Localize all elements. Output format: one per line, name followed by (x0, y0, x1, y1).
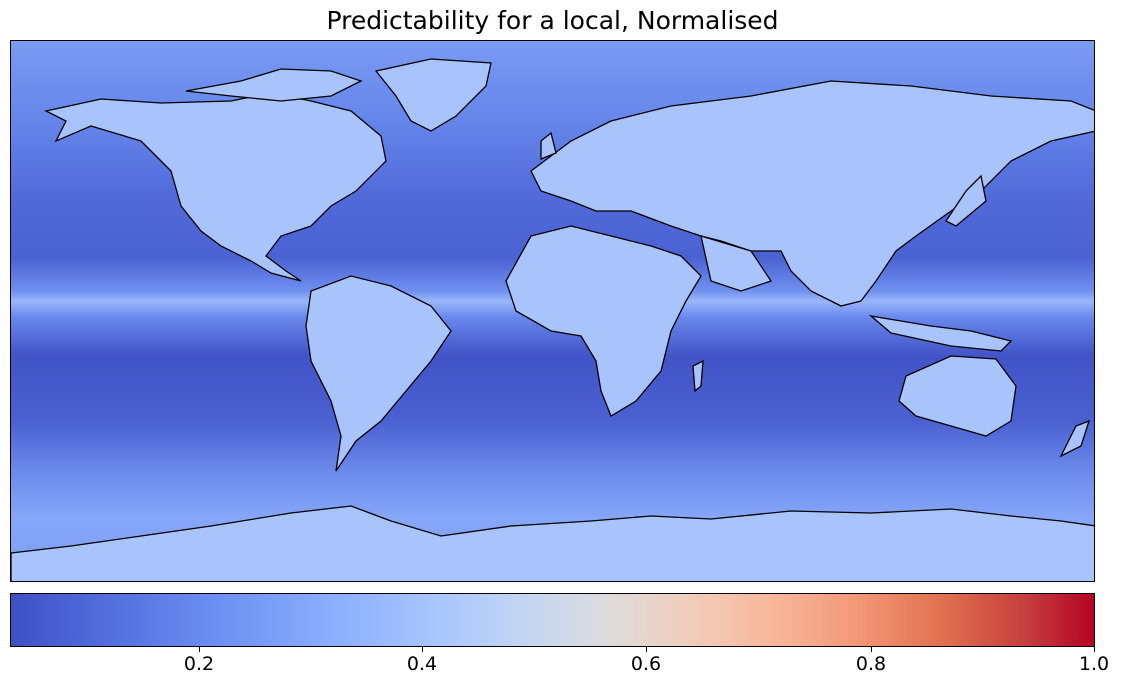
colorbar (10, 593, 1095, 647)
colorbar-tick-mark (1094, 647, 1095, 652)
colorbar-tick-label: 1.0 (1078, 653, 1110, 675)
colorbar-tick-mark (199, 647, 200, 652)
coastlines (11, 58, 1094, 581)
colorbar-tick-label: 0.2 (183, 653, 215, 675)
colorbar-tick-label: 0.4 (406, 653, 438, 675)
map-plot-area (10, 40, 1095, 582)
colorbar-tick-mark (422, 647, 423, 652)
colorbar-tick-mark (646, 647, 647, 652)
colorbar-tick-mark (871, 647, 872, 652)
heatmap-world-map (11, 41, 1094, 581)
colorbar-tick-label: 0.8 (855, 653, 887, 675)
colorbar-tick-label: 0.6 (630, 653, 662, 675)
chart-title: Predictability for a local, Normalised (326, 6, 779, 35)
